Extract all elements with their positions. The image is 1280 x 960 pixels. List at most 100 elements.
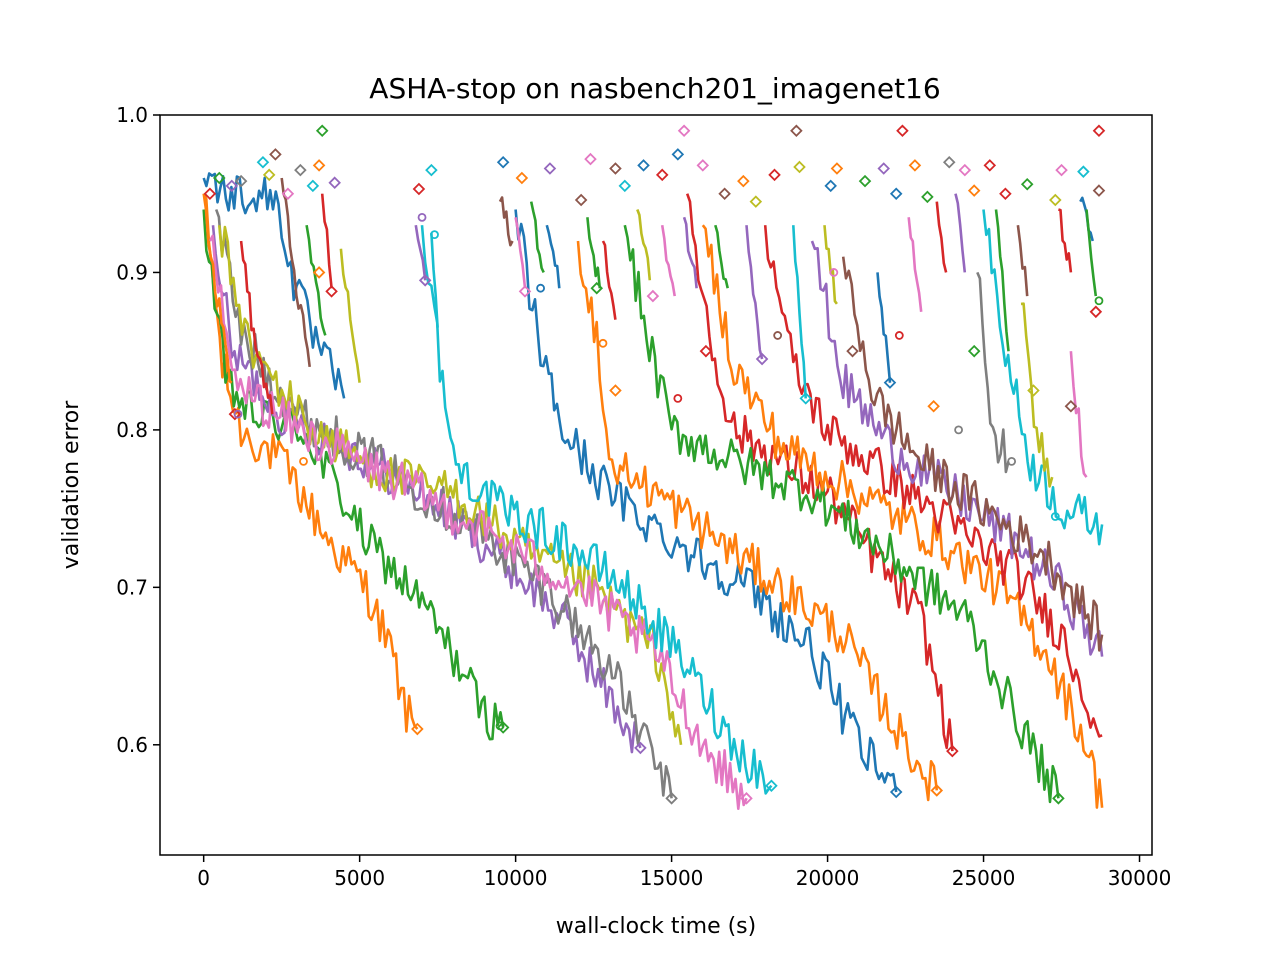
short-run-line-24: [954, 193, 967, 273]
stop-marker-64: [883, 376, 897, 389]
short-run-line-19: [792, 225, 807, 399]
short-run-line-11: [545, 224, 561, 289]
stop-marker-10: [312, 159, 326, 172]
series-line-7: [202, 172, 346, 399]
stop-marker-75: [765, 779, 778, 792]
x-tick-label: 20000: [796, 866, 860, 890]
stop-marker-5: [212, 171, 226, 185]
stop-marker-22: [696, 159, 710, 172]
y-tick-label: 0.9: [116, 260, 148, 284]
rung-marker-3: [430, 230, 439, 240]
stop-marker-72: [634, 741, 647, 755]
stop-marker-42: [618, 179, 632, 193]
rung-marker-1: [299, 456, 308, 466]
stop-marker-28: [908, 159, 922, 172]
stop-marker-30: [958, 163, 972, 177]
short-run-line-27: [1058, 208, 1073, 273]
stop-marker-40: [306, 179, 320, 193]
stop-marker-4: [1092, 124, 1106, 138]
stop-marker-66: [967, 344, 981, 358]
short-run-line-5: [339, 248, 361, 383]
stop-marker-29: [942, 155, 956, 169]
stop-marker-73: [665, 792, 678, 805]
short-run-line-0: [202, 193, 233, 384]
series-line-9: [576, 240, 939, 802]
stop-marker-39: [281, 187, 295, 200]
short-run-line-22: [907, 217, 923, 312]
stop-marker-0: [315, 124, 329, 138]
stop-marker-51: [1049, 193, 1062, 207]
y-tick-label: 0.7: [116, 575, 148, 599]
series-line-5: [208, 234, 748, 810]
rung-marker-6: [598, 338, 608, 348]
rung-marker-13: [1050, 512, 1060, 521]
stop-marker-70: [411, 722, 424, 736]
stop-marker-31: [983, 159, 997, 172]
short-run-line-26: [1016, 225, 1029, 297]
stop-marker-44: [749, 195, 763, 208]
stop-marker-49: [967, 184, 981, 197]
series-line-16: [982, 209, 1104, 546]
stop-marker-19: [637, 159, 650, 172]
series-line-13: [763, 225, 1103, 738]
stop-marker-37: [225, 179, 239, 193]
rung-marker-4: [495, 721, 505, 731]
stop-marker-43: [718, 187, 731, 200]
y-tick-label: 1.0: [116, 103, 148, 127]
stop-marker-53: [312, 266, 326, 279]
series-line-0: [202, 193, 419, 733]
stop-marker-58: [609, 384, 622, 397]
stop-marker-79: [1052, 792, 1065, 805]
stop-marker-14: [496, 155, 510, 169]
series-line-6: [420, 225, 773, 795]
series-line-19: [1069, 351, 1088, 478]
stop-marker-48: [921, 190, 934, 204]
rung-marker-9: [829, 268, 839, 277]
stop-marker-62: [799, 392, 813, 405]
short-run-line-18: [745, 225, 764, 360]
stop-marker-21: [671, 148, 685, 161]
stop-marker-57: [590, 281, 604, 295]
stop-marker-63: [846, 344, 859, 358]
series-line-1: [202, 209, 505, 741]
stop-marker-25: [793, 160, 806, 174]
stop-marker-65: [927, 400, 940, 413]
rung-marker-5: [536, 283, 545, 293]
stop-marker-8: [269, 148, 282, 161]
stop-marker-59: [646, 289, 660, 303]
short-run-line-21: [876, 272, 892, 383]
stop-marker-20: [655, 168, 669, 182]
stop-marker-55: [418, 274, 432, 287]
stop-marker-27: [877, 162, 890, 175]
short-run-line-29: [1085, 209, 1098, 297]
stop-marker-18: [609, 162, 622, 175]
short-run-line-8: [498, 196, 514, 247]
short-run-line-1: [239, 240, 274, 415]
stop-marker-32: [1020, 178, 1034, 191]
x-axis: 0 5000 10000 15000 20000 25000 30000: [197, 855, 1171, 890]
stop-marker-34: [1077, 165, 1090, 178]
stop-marker-11: [328, 176, 341, 189]
short-run-line-14: [636, 209, 652, 281]
series-line-12: [701, 224, 1104, 809]
stop-marker-69: [1089, 305, 1103, 319]
stop-marker-46: [858, 174, 872, 188]
rung-marker-2: [417, 212, 427, 222]
stop-marker-16: [543, 162, 557, 175]
short-run-line-7: [430, 233, 439, 328]
rung-marker-8: [773, 331, 783, 340]
stop-marker-54: [325, 285, 338, 298]
stop-marker-12: [412, 182, 426, 196]
chart-title: ASHA-stop on nasbench201_imagenet16: [369, 72, 940, 105]
stop-marker-41: [574, 193, 588, 207]
short-run-line-6: [414, 224, 427, 281]
stop-marker-74: [740, 792, 753, 805]
stop-marker-9: [294, 163, 307, 177]
series-line-18: [1020, 302, 1054, 488]
x-tick-label: 5000: [334, 866, 385, 890]
stop-marker-67: [1027, 384, 1040, 397]
rung-marker-10: [894, 331, 904, 340]
